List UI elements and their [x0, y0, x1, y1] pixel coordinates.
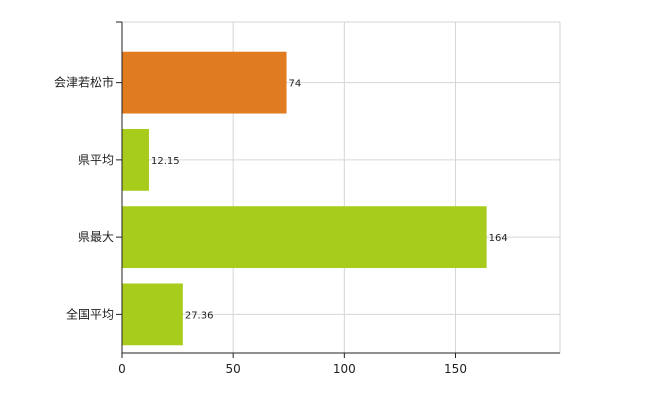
x-tick-label: 100	[333, 362, 356, 376]
data-label: 164	[489, 233, 508, 244]
data-label: 74	[289, 79, 302, 90]
category-label: 全国平均	[66, 306, 114, 321]
bar	[122, 283, 183, 346]
x-tick-label: 0	[118, 362, 126, 376]
data-label: 12.15	[151, 156, 180, 167]
x-tick-label: 50	[226, 362, 241, 376]
bars	[122, 51, 487, 346]
bar	[122, 206, 487, 269]
category-label: 県平均	[78, 153, 114, 167]
category-label: 会津若松市	[54, 75, 114, 90]
labels: 会津若松市 74 県平均 12.15 県最大 164 全国平均 27.36 0 50 100 150	[54, 75, 508, 376]
bar	[122, 128, 150, 191]
category-label: 県最大	[78, 230, 114, 244]
data-label: 27.36	[185, 310, 214, 321]
bar	[122, 51, 287, 114]
axes	[116, 21, 560, 358]
x-tick-label: 150	[444, 362, 467, 376]
